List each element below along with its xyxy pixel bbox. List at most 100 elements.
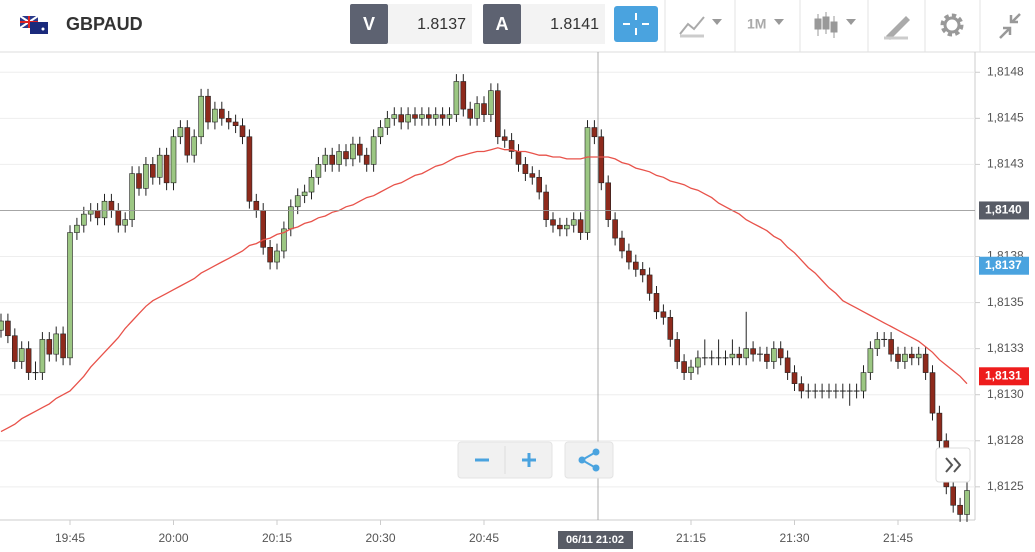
sell-price[interactable]: 1.8137 bbox=[417, 16, 466, 33]
share-lines[interactable] bbox=[581, 451, 597, 469]
candle-body bbox=[260, 210, 267, 248]
candle-body bbox=[536, 176, 543, 193]
zoom-in[interactable] bbox=[522, 453, 536, 467]
y-tick-label: 1,8143 bbox=[987, 157, 1024, 171]
indicators-icon[interactable] bbox=[679, 16, 705, 35]
candle-body bbox=[60, 333, 66, 359]
buy-price[interactable]: 1.8141 bbox=[550, 16, 599, 33]
crosshair-price-label: 1,8140 bbox=[985, 203, 1022, 217]
candle-body bbox=[18, 348, 25, 362]
candle-body bbox=[0, 320, 4, 331]
settings-button[interactable] bbox=[940, 13, 964, 37]
candle-body bbox=[377, 127, 384, 138]
candle-body bbox=[550, 219, 556, 226]
candle-icon[interactable] bbox=[814, 18, 822, 30]
buy-label-box[interactable] bbox=[483, 4, 521, 44]
candle-body bbox=[874, 339, 881, 349]
candle-body bbox=[246, 136, 253, 202]
candle-body bbox=[425, 114, 432, 119]
buy-button[interactable]: A 1.8141 bbox=[483, 4, 605, 44]
candle-body bbox=[267, 247, 273, 263]
candle-body bbox=[922, 353, 929, 373]
chart-type-button[interactable] bbox=[814, 12, 856, 38]
scroll-right-icon[interactable] bbox=[945, 457, 962, 473]
candle-body bbox=[929, 372, 936, 414]
sell-label[interactable]: V bbox=[363, 14, 375, 34]
candle-body bbox=[301, 191, 308, 197]
minimize-icon[interactable] bbox=[999, 13, 1021, 39]
candle-body bbox=[605, 182, 612, 220]
candle-body bbox=[184, 127, 191, 156]
y-tick-label: 1,8148 bbox=[987, 64, 1024, 78]
sell-button[interactable]: V 1.8137 bbox=[350, 4, 472, 44]
candle-body bbox=[646, 274, 653, 294]
candle-body bbox=[46, 339, 53, 355]
candle-body bbox=[177, 127, 184, 138]
candle-body bbox=[150, 164, 156, 178]
sell-label-box[interactable] bbox=[350, 4, 388, 44]
scroll-right-button[interactable] bbox=[935, 447, 971, 483]
candle-icon[interactable] bbox=[830, 21, 838, 33]
symbol: GBPAUD bbox=[66, 14, 143, 34]
candle-body bbox=[212, 108, 218, 123]
crosshair-time-box bbox=[558, 531, 633, 549]
toolbar: GBPAUD V 1.8137 A 1.8141 bbox=[0, 0, 1035, 53]
candle-body bbox=[494, 90, 501, 138]
indicators-button[interactable] bbox=[679, 16, 722, 38]
share-icon[interactable] bbox=[578, 448, 600, 472]
candle-body bbox=[508, 140, 515, 152]
candle-body bbox=[191, 136, 197, 156]
y-tick-label: 1,8130 bbox=[987, 387, 1024, 401]
y-tick-label: 1,8125 bbox=[987, 479, 1024, 493]
flag-au bbox=[30, 22, 48, 34]
candle-body bbox=[419, 114, 425, 119]
timeframe-button[interactable]: 1M bbox=[747, 16, 784, 32]
draw-icon[interactable] bbox=[886, 16, 910, 40]
share-box[interactable] bbox=[564, 441, 614, 479]
candle-body bbox=[122, 219, 128, 226]
buy-label[interactable]: A bbox=[496, 14, 509, 34]
dropdown-arrow[interactable] bbox=[774, 19, 784, 25]
candle-body bbox=[964, 490, 970, 515]
buy-price-box[interactable] bbox=[521, 4, 605, 44]
candle-body bbox=[232, 121, 239, 127]
crosshair-button-bg[interactable] bbox=[614, 6, 658, 42]
candle-body bbox=[860, 372, 867, 392]
candle-body bbox=[143, 164, 149, 189]
candle-body bbox=[522, 164, 529, 174]
candle-body bbox=[667, 317, 674, 340]
candle-icon[interactable] bbox=[822, 16, 830, 30]
candle-body bbox=[750, 348, 756, 355]
sell-price-box[interactable] bbox=[388, 4, 472, 44]
crosshair-button[interactable] bbox=[614, 6, 658, 42]
x-tick-label: 19:45 bbox=[55, 531, 85, 545]
dropdown-arrow[interactable] bbox=[846, 19, 856, 25]
candle-body bbox=[446, 114, 453, 119]
candle-body bbox=[336, 151, 342, 165]
minimize-button[interactable] bbox=[999, 13, 1021, 39]
x-tick-label: 21:15 bbox=[676, 531, 706, 545]
candle-body bbox=[74, 224, 80, 233]
candle-body bbox=[688, 366, 694, 373]
candle-body bbox=[591, 127, 598, 138]
timeframe[interactable]: 1M bbox=[747, 16, 766, 32]
x-tick-label: 20:30 bbox=[365, 531, 395, 545]
candle-body bbox=[570, 219, 577, 226]
candle-body bbox=[784, 357, 791, 373]
candle-body bbox=[867, 348, 874, 373]
settings-icon[interactable] bbox=[943, 16, 961, 34]
candle-body bbox=[626, 250, 632, 263]
flag-star bbox=[41, 27, 45, 31]
candle-body bbox=[391, 114, 398, 119]
settings-icon[interactable] bbox=[940, 13, 964, 37]
candle-body bbox=[957, 504, 963, 515]
candle-body bbox=[156, 154, 163, 178]
candle-body bbox=[294, 195, 301, 208]
dropdown-arrow[interactable] bbox=[712, 19, 722, 25]
crosshair-price-box bbox=[979, 201, 1029, 220]
candle-body bbox=[936, 412, 943, 442]
crosshair-icon[interactable] bbox=[623, 13, 649, 35]
draw-button[interactable] bbox=[884, 16, 910, 40]
candle-body bbox=[5, 320, 11, 337]
